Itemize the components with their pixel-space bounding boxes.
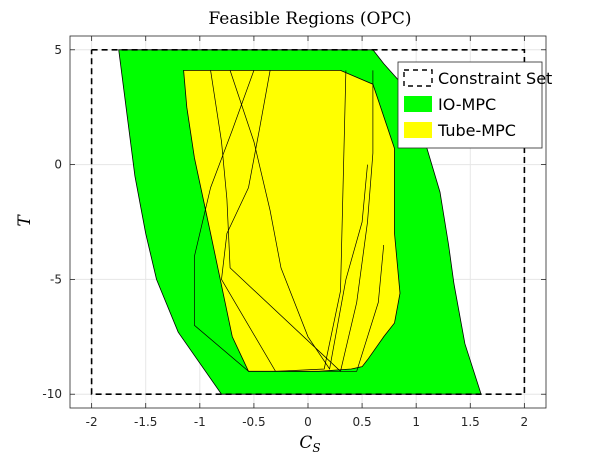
x-tick-label: 1.5 [461, 415, 480, 429]
x-tick-label: -0.5 [242, 415, 265, 429]
y-axis-label: T [15, 214, 35, 227]
x-tick-label: 0.5 [353, 415, 372, 429]
series-layer [90, 48, 526, 396]
legend-label: IO-MPC [438, 95, 496, 114]
chart-title: Feasible Regions (OPC) [208, 9, 411, 29]
legend: Constraint Set IO-MPC Tube-MPC [397, 61, 552, 149]
legend-label: Constraint Set [438, 69, 552, 88]
tube-mpc-outline [194, 70, 385, 372]
x-tick-label: -1 [194, 415, 206, 429]
legend-label: Tube-MPC [437, 121, 516, 140]
x-tick-label: -1.5 [134, 415, 157, 429]
tick-labels: -2 -1.5 -1 -0.5 0 0.5 1 1.5 2 -10 -5 0 5 [42, 43, 528, 429]
tube-mpc-outline [229, 70, 368, 370]
y-tick-label: -5 [50, 272, 62, 286]
y-tick-label: 5 [54, 43, 62, 57]
x-tick-label: 1 [412, 415, 420, 429]
x-axis-label: CS [299, 433, 320, 455]
legend-swatch-constraint [403, 69, 433, 87]
axes [69, 35, 547, 409]
tube-mpc-region [183, 70, 401, 372]
x-tick-label: 0 [304, 415, 312, 429]
y-tick-label: 0 [54, 158, 62, 172]
legend-swatch [404, 122, 432, 138]
x-tick-label: 2 [521, 415, 529, 429]
constraint-set-boundary [90, 48, 526, 396]
tube-mpc-outline [221, 70, 347, 372]
legend-swatch [404, 96, 432, 112]
y-tick-label: -10 [42, 387, 62, 401]
x-tick-label: -2 [86, 415, 98, 429]
